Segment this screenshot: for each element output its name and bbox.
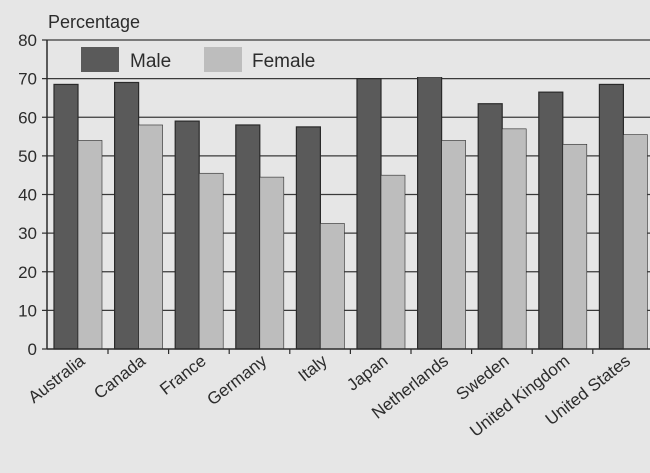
legend-swatch-male: [81, 47, 119, 72]
y-tick-label: 30: [18, 224, 37, 243]
legend-swatch-female: [204, 47, 242, 72]
x-tick-label: Australia: [25, 351, 89, 407]
y-tick-label: 80: [18, 31, 37, 50]
bar-male-germany: [235, 124, 261, 350]
bar-male-netherlands: [417, 76, 443, 350]
x-tick-label: Japan: [343, 351, 391, 394]
bar-male-italy: [295, 126, 321, 350]
bar-male-japan: [356, 78, 382, 350]
legend: Male Female: [58, 44, 650, 77]
legend-label-male: Male: [130, 51, 171, 72]
y-axis: 0 10 20 30 40 50 60 70 80: [18, 31, 48, 359]
bars: [53, 76, 648, 350]
y-tick-label: 0: [28, 340, 37, 359]
bar-female-france: [198, 172, 224, 350]
y-tick-label: 50: [18, 147, 37, 166]
bar-male-united-states: [598, 83, 625, 350]
bar-male-france: [174, 120, 200, 350]
bar-female-canada: [138, 124, 163, 350]
x-tick-label: Canada: [90, 351, 149, 403]
bar-female-sweden: [501, 128, 527, 350]
x-tick-label: Germany: [203, 351, 270, 409]
bar-male-sweden: [477, 103, 503, 350]
y-axis-title: Percentage: [48, 12, 140, 32]
legend-label-female: Female: [252, 51, 315, 72]
bar-female-italy: [320, 223, 345, 350]
y-tick-label: 10: [18, 301, 37, 320]
bar-female-netherlands: [441, 140, 466, 350]
bar-female-germany: [259, 176, 285, 350]
y-tick-label: 70: [18, 70, 37, 89]
y-tick-label: 20: [18, 263, 37, 282]
y-tick-label: 60: [18, 108, 37, 127]
bar-female-japan: [380, 174, 406, 350]
legend-background: [58, 44, 650, 77]
bar-male-canada: [113, 81, 140, 350]
bar-male-australia: [53, 83, 79, 350]
bar-female-australia: [77, 140, 103, 350]
bar-male-united-kingdom: [538, 91, 564, 350]
x-tick-label: Italy: [295, 351, 332, 385]
y-tick-label: 40: [18, 186, 37, 205]
x-tick-label: France: [156, 351, 209, 399]
bar-female-united-kingdom: [562, 143, 588, 350]
bar-female-united-states: [623, 134, 648, 350]
